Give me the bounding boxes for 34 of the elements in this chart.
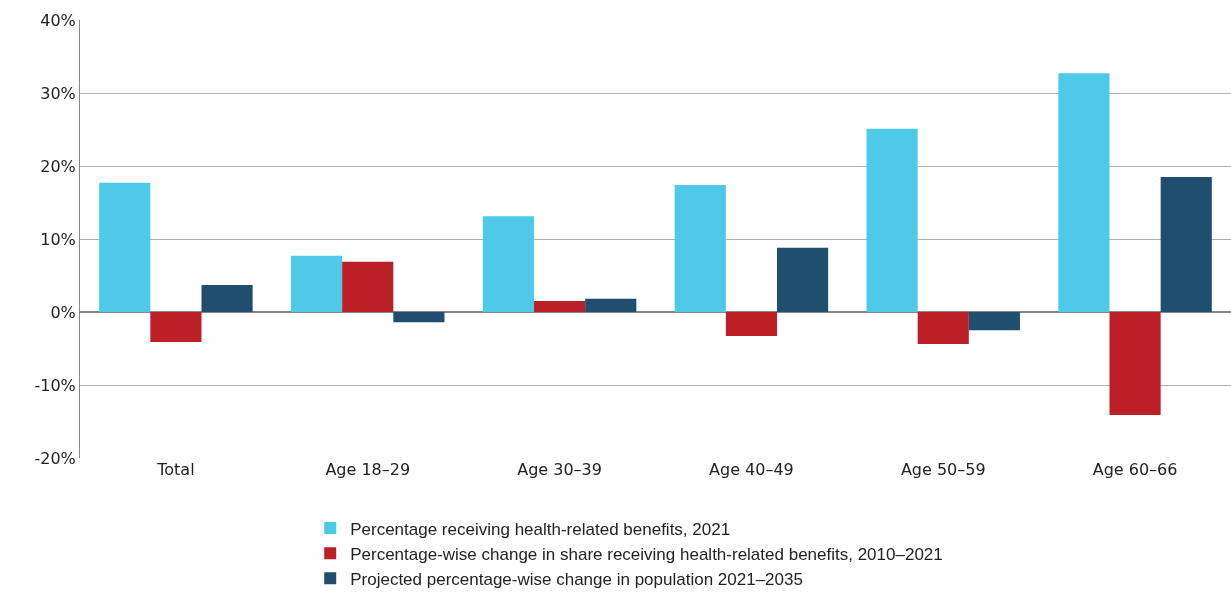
bar (674, 184, 726, 312)
bar (1109, 312, 1161, 415)
bar (585, 298, 637, 312)
bar (393, 312, 445, 323)
x-tick-label: Age 30–39 (517, 460, 602, 479)
x-tick-label: Age 60–66 (1092, 460, 1178, 479)
x-tick-label: Age 50–59 (900, 460, 986, 479)
bar (866, 128, 918, 312)
y-tick-label: -20% (34, 448, 76, 468)
bar (342, 261, 394, 312)
bar (776, 247, 829, 312)
x-tick-label: Age 18–29 (325, 460, 411, 479)
x-tick-label: Total (156, 460, 195, 479)
bar (534, 301, 586, 312)
legend-label: Percentage-wise change in share receiving health-related benefits, 2010–2021 (350, 544, 943, 564)
y-tick-label: 30% (40, 83, 76, 103)
bar (291, 255, 343, 312)
bar (482, 216, 535, 312)
bar (917, 312, 969, 345)
y-tick-label: 0% (50, 302, 76, 322)
bar (99, 182, 151, 312)
y-tick-label: 40% (40, 10, 76, 30)
y-tick-label: -10% (34, 375, 76, 395)
x-tick-label: Age 40–49 (709, 460, 794, 479)
y-tick-label: 20% (40, 156, 76, 176)
bar (1058, 73, 1110, 312)
bar (201, 284, 253, 312)
legend-label: Projected percentage-wise change in population 2021–2035 (350, 569, 803, 589)
bar (1160, 176, 1212, 312)
bar (968, 312, 1020, 331)
legend-label: Percentage receiving health-related benefits, 2021 (350, 519, 731, 539)
y-tick-label: 10% (40, 229, 76, 249)
bar (150, 312, 202, 342)
bar (725, 312, 777, 337)
